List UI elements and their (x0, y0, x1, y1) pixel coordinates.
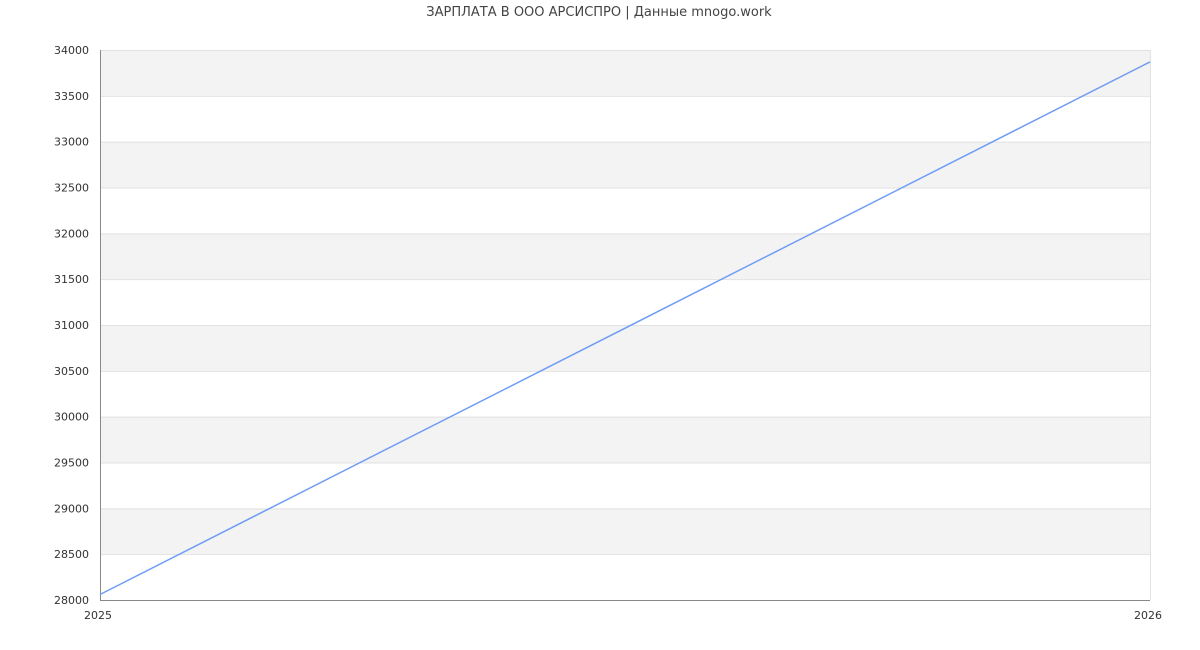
x-tick-label: 2025 (84, 609, 112, 622)
grid-band (100, 233, 1150, 280)
grid-band (100, 141, 1150, 188)
y-tick-label: 34000 (54, 44, 89, 57)
grid-band (100, 416, 1150, 463)
y-tick-label: 32000 (54, 227, 89, 240)
grid-band (100, 325, 1150, 371)
grid-band (100, 50, 1150, 96)
y-tick-label: 29500 (54, 457, 89, 470)
y-tick-label: 33500 (54, 90, 89, 103)
y-tick-label: 31500 (54, 273, 89, 286)
chart-title: ЗАРПЛАТА В ООО АРСИСПРО | Данные mnogo.w… (426, 5, 772, 20)
grid-band (100, 508, 1150, 555)
salary-series-line (99, 61, 1151, 596)
y-tick-label: 29000 (54, 502, 89, 515)
y-tick-label: 30000 (54, 411, 89, 424)
y-tick-label: 31000 (54, 319, 89, 332)
y-tick-label: 32500 (54, 182, 89, 195)
y-tick-label: 33000 (54, 136, 89, 149)
x-tick-label: 2026 (1134, 609, 1162, 622)
y-tick-label: 30500 (54, 365, 89, 378)
y-tick-label: 28000 (54, 594, 89, 607)
y-tick-label: 28500 (54, 548, 89, 561)
